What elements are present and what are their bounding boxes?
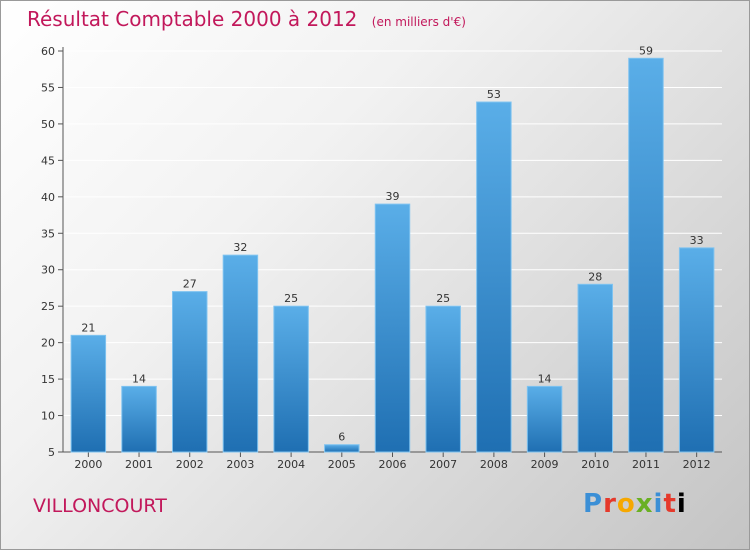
bar <box>171 291 208 453</box>
x-tick-label: 2010 <box>581 458 609 471</box>
y-tick-label: 45 <box>41 154 55 167</box>
x-tick-label: 2004 <box>277 458 305 471</box>
y-tick-label: 15 <box>41 373 55 386</box>
x-tick-label: 2007 <box>429 458 457 471</box>
bar <box>222 254 259 453</box>
y-tick-label: 40 <box>41 191 55 204</box>
y-tick-label: 30 <box>41 264 55 277</box>
chart-title: Résultat Comptable 2000 à 2012 (en milli… <box>27 7 466 31</box>
bar <box>121 385 157 453</box>
bar <box>476 101 512 453</box>
y-tick-label: 35 <box>41 227 55 240</box>
y-tick-label: 5 <box>48 446 55 459</box>
x-tick-label: 2006 <box>379 458 407 471</box>
x-tick-label: 2008 <box>480 458 508 471</box>
logo-letter: i <box>653 489 664 519</box>
axis-layer: 5 10 15 20 25 30 35 40 45 50 55 60 2000 2001 2002 2003 2… <box>41 45 722 471</box>
bar-value-label: 28 <box>588 270 602 283</box>
bar <box>577 283 614 453</box>
bar-value-label: 59 <box>639 44 653 57</box>
bar-value-label: 21 <box>81 321 95 334</box>
y-tick-label: 10 <box>41 410 55 423</box>
x-tick-label: 2005 <box>328 458 356 471</box>
y-tick-label: 55 <box>41 81 55 94</box>
x-tick-label: 2011 <box>632 458 660 471</box>
bar-value-label: 39 <box>386 190 400 203</box>
logo-letter: o <box>616 489 636 519</box>
chart-title-text: Résultat Comptable 2000 à 2012 <box>27 7 358 31</box>
y-tick-label: 20 <box>41 337 55 350</box>
logo-letter: P <box>583 489 604 519</box>
proxiti-logo[interactable]: Proxiti <box>583 489 687 519</box>
bar <box>324 444 360 453</box>
bar-layer: 21 14 27 32 25 6 39 25 53 14 28 59 33 <box>70 44 715 453</box>
bar <box>628 57 664 453</box>
bar-value-label: 53 <box>487 88 501 101</box>
bar <box>70 334 107 453</box>
bar-value-label: 33 <box>690 234 704 247</box>
bar-value-label: 14 <box>538 372 552 385</box>
bar <box>273 305 309 453</box>
bar <box>526 385 563 453</box>
x-tick-label: 2000 <box>74 458 102 471</box>
y-tick-label: 60 <box>41 45 55 58</box>
bar-value-label: 32 <box>233 241 247 254</box>
bar-value-label: 25 <box>284 292 298 305</box>
x-tick-label: 2012 <box>683 458 711 471</box>
bar-value-label: 6 <box>338 431 345 444</box>
bar <box>425 305 461 453</box>
x-tick-label: 2003 <box>226 458 254 471</box>
bar <box>374 203 411 453</box>
bar-value-label: 14 <box>132 372 146 385</box>
bar-value-label: 25 <box>436 292 450 305</box>
logo-letter: x <box>635 489 654 519</box>
x-tick-label: 2001 <box>125 458 153 471</box>
chart-subtitle: (en milliers d'€) <box>371 15 466 29</box>
logo-letter: t <box>663 489 677 519</box>
logo-letter: i <box>676 489 687 519</box>
x-tick-label: 2009 <box>531 458 559 471</box>
x-tick-label: 2002 <box>176 458 204 471</box>
logo-letter: r <box>603 489 617 519</box>
bar <box>678 247 715 453</box>
y-tick-label: 25 <box>41 300 55 313</box>
y-tick-label: 50 <box>41 118 55 131</box>
location-name: VILLONCOURT <box>33 495 167 517</box>
bar-value-label: 27 <box>183 278 197 291</box>
